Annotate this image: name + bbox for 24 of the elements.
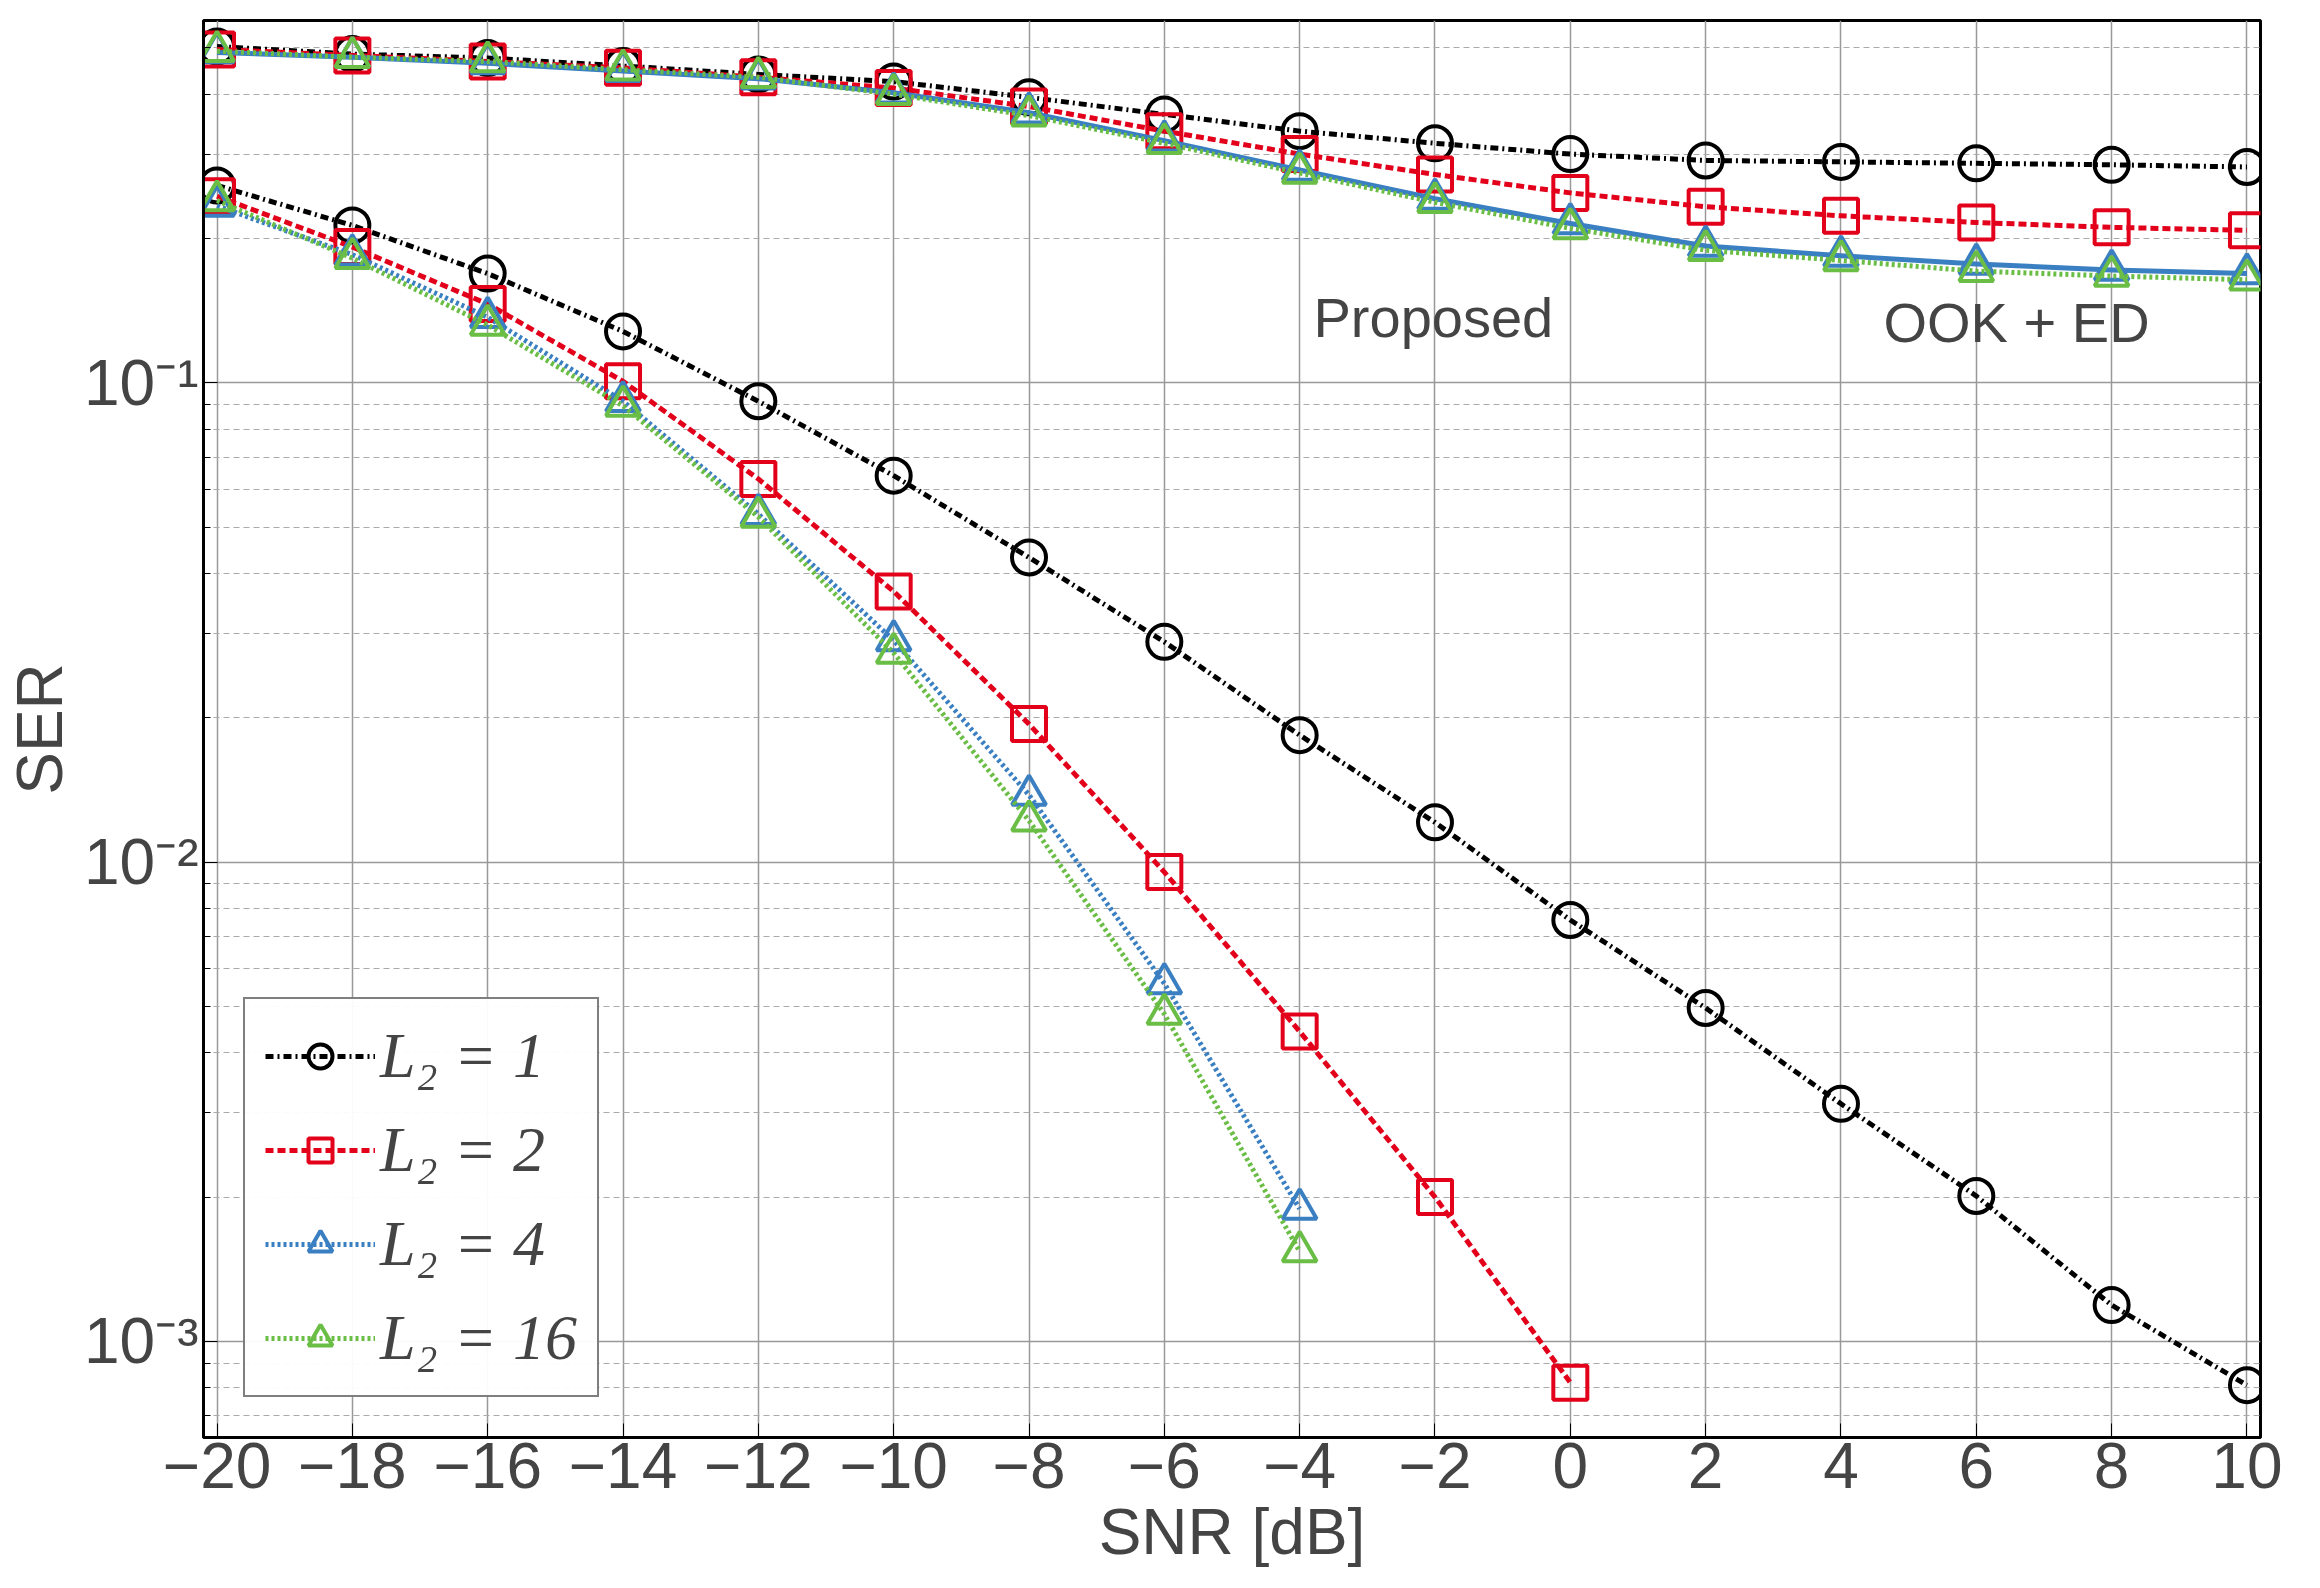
x-tick-label: −14 bbox=[568, 1429, 678, 1502]
x-tick-label: −10 bbox=[839, 1429, 948, 1502]
y-tick-label: 10⁻³ bbox=[84, 1305, 199, 1378]
x-tick-label: 10 bbox=[2211, 1429, 2283, 1502]
x-tick-label: −16 bbox=[433, 1429, 542, 1502]
y-tick-label: 10⁻¹ bbox=[84, 346, 199, 419]
annotation: Proposed bbox=[1313, 286, 1554, 349]
legend-label: L₂ = 4 bbox=[380, 1207, 546, 1281]
x-tick-label: −20 bbox=[162, 1429, 272, 1502]
legend-label: L₂ = 1 bbox=[380, 1019, 546, 1093]
y-axis-title: SER bbox=[4, 663, 76, 795]
x-tick-label: −12 bbox=[704, 1429, 813, 1502]
x-tick-label: 0 bbox=[1552, 1429, 1589, 1502]
legend-label: L₂ = 2 bbox=[380, 1113, 546, 1187]
x-tick-label: −2 bbox=[1398, 1429, 1472, 1502]
x-tick-label: 2 bbox=[1687, 1429, 1724, 1502]
x-tick-label: 6 bbox=[1958, 1429, 1995, 1502]
y-tick-label: 10⁻² bbox=[84, 826, 199, 899]
x-tick-label: −8 bbox=[992, 1429, 1066, 1502]
x-tick-label: −18 bbox=[298, 1429, 407, 1502]
x-tick-label: 8 bbox=[2093, 1429, 2130, 1502]
legend-label: L₂ = 16 bbox=[380, 1301, 578, 1375]
x-tick-label: 4 bbox=[1823, 1429, 1859, 1502]
annotation: OOK + ED bbox=[1883, 291, 2150, 354]
